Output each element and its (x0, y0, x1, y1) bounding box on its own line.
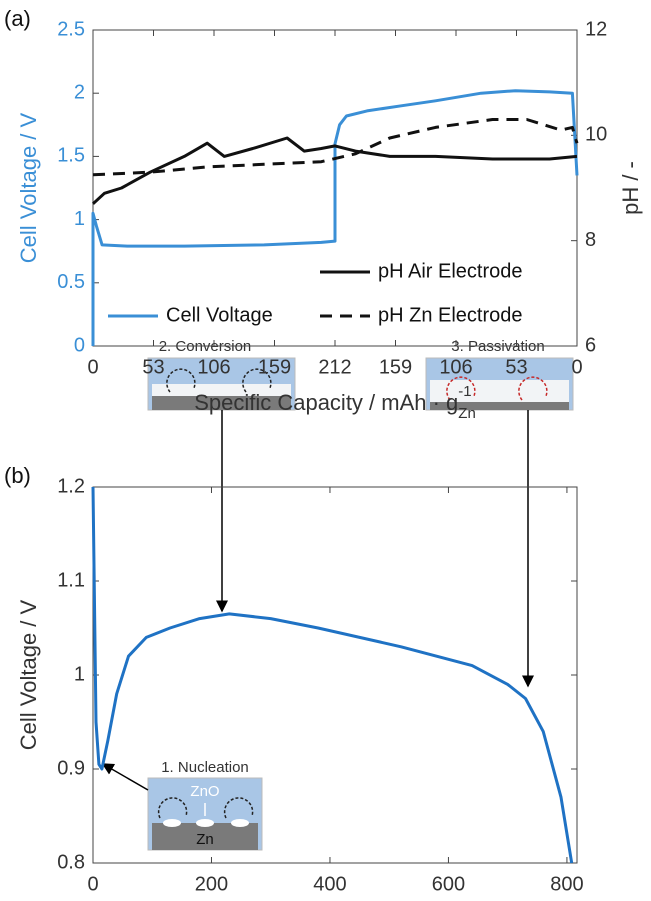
x-tick-label: 53 (505, 356, 527, 378)
data-line (91, 89, 579, 346)
y2-tick-label: 8 (585, 229, 596, 251)
x-axis-label-main: Specific Capacity / mAh · g (194, 390, 458, 415)
x-tick-label: 0 (87, 356, 98, 378)
x-tick-label: 53 (142, 356, 164, 378)
panel-label: (a) (4, 6, 31, 31)
x-tick-label: 106 (197, 356, 230, 378)
data-line (91, 136, 578, 205)
x-tick-label: 159 (379, 356, 412, 378)
y-tick-label: 1 (74, 208, 85, 230)
y-tick-label: 0 (74, 334, 85, 356)
y-tick-label: 0.8 (57, 851, 85, 873)
x-tick-label: 0 (87, 873, 98, 895)
x-tick-label: 600 (432, 873, 465, 895)
y2-axis-label: pH / - (618, 161, 643, 215)
annotation: Zn (196, 831, 214, 848)
x-tick-label: 400 (313, 873, 346, 895)
x-tick-label: 200 (195, 873, 228, 895)
x-tick-label: 159 (258, 356, 291, 378)
x-axis-label-sup: -1 (458, 383, 471, 400)
annotation: ZnO (190, 783, 219, 800)
x-tick-label: 106 (439, 356, 472, 378)
y-tick-label: 0.9 (57, 757, 85, 779)
annotation: 1. Nucleation (161, 759, 249, 776)
y-tick-label: 1.1 (57, 569, 85, 591)
x-axis-label: Spec. Cap. / mAh · g-1Zn (224, 900, 446, 901)
legend-label: pH Zn Electrode (378, 304, 523, 326)
data-line (91, 486, 574, 864)
legend-label: pH Air Electrode (378, 260, 523, 282)
x-tick-label: 212 (318, 356, 351, 378)
y-axis-label: Cell Voltage / V (16, 112, 41, 263)
y-tick-label: 2.5 (57, 18, 85, 40)
x-tick-label: 0 (571, 356, 582, 378)
data-line (92, 118, 579, 177)
legend-label: Cell Voltage (166, 304, 273, 326)
x-axis-label: Specific Capacity / mAh · g-1 Zn (194, 383, 476, 422)
inset-conversion: 2. Conversion (147, 338, 296, 613)
y2-tick-label: 6 (585, 334, 596, 356)
y-tick-label: 1.2 (57, 475, 85, 497)
x-tick-label: 800 (550, 873, 583, 895)
panel-label: (b) (4, 463, 31, 488)
y-tick-label: 1 (74, 663, 85, 685)
y-tick-label: 2 (74, 81, 85, 103)
inset-nucleation: 1. Nucleation ZnO Zn (101, 759, 263, 851)
x-axis-label-sup: -1 (428, 900, 441, 901)
y-tick-label: 1.5 (57, 145, 85, 167)
y2-tick-label: 12 (585, 18, 607, 40)
y-axis-label: Cell Voltage / V (16, 599, 41, 750)
y2-tick-label: 10 (585, 124, 607, 146)
y-tick-label: 0.5 (57, 271, 85, 293)
inset-passivation: 3. Passivation (425, 338, 574, 688)
x-axis-label-sub: Zn (458, 405, 476, 422)
